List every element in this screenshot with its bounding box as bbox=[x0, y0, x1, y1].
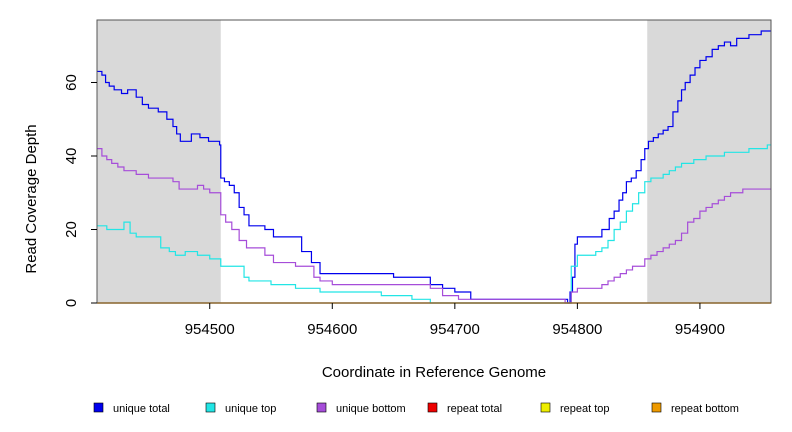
x-tick-label: 954700 bbox=[430, 321, 480, 338]
x-tick-label: 954800 bbox=[552, 321, 602, 338]
legend-item-unique-top: unique top bbox=[205, 402, 276, 415]
y-axis: 0 20 40 60 bbox=[63, 74, 97, 307]
y-tick-label: 60 bbox=[63, 74, 80, 91]
y-tick-label: 20 bbox=[63, 221, 80, 238]
shaded-region-1 bbox=[97, 20, 221, 303]
x-tick-label: 954900 bbox=[675, 321, 725, 338]
legend-label: repeat total bbox=[447, 403, 502, 415]
series-line-unique-bottom bbox=[97, 148, 771, 304]
legend-label: repeat top bbox=[560, 403, 610, 415]
shaded-regions bbox=[97, 20, 771, 303]
x-axis-label: Coordinate in Reference Genome bbox=[322, 364, 546, 381]
legend-swatch bbox=[316, 402, 327, 413]
legend-item-unique-total: unique total bbox=[93, 402, 170, 415]
x-axis: 954500 954600 954700 954800 954900 bbox=[185, 303, 725, 338]
legend: unique total unique top unique bottom repea… bbox=[93, 402, 739, 415]
legend-swatch bbox=[540, 402, 551, 413]
y-tick-label: 0 bbox=[63, 299, 80, 307]
legend-swatch bbox=[205, 402, 216, 413]
x-tick-label: 954600 bbox=[307, 321, 357, 338]
legend-item-unique-bottom: unique bottom bbox=[316, 402, 406, 415]
legend-item-repeat-total: repeat total bbox=[427, 402, 502, 415]
y-tick-label: 40 bbox=[63, 148, 80, 165]
legend-label: unique top bbox=[225, 403, 276, 415]
legend-swatch bbox=[93, 402, 104, 413]
shaded-region-2 bbox=[647, 20, 771, 303]
plot-frame bbox=[96, 19, 772, 304]
legend-label: unique bottom bbox=[336, 403, 406, 415]
legend-label: unique total bbox=[113, 403, 170, 415]
y-axis-label: Read Coverage Depth bbox=[23, 124, 40, 273]
legend-item-repeat-bottom: repeat bottom bbox=[651, 402, 739, 415]
legend-item-repeat-top: repeat top bbox=[540, 402, 610, 415]
legend-swatch bbox=[651, 402, 662, 413]
legend-label: repeat bottom bbox=[671, 403, 739, 415]
legend-swatch bbox=[427, 402, 438, 413]
x-tick-label: 954500 bbox=[185, 321, 235, 338]
series-line-unique-top bbox=[97, 144, 771, 304]
